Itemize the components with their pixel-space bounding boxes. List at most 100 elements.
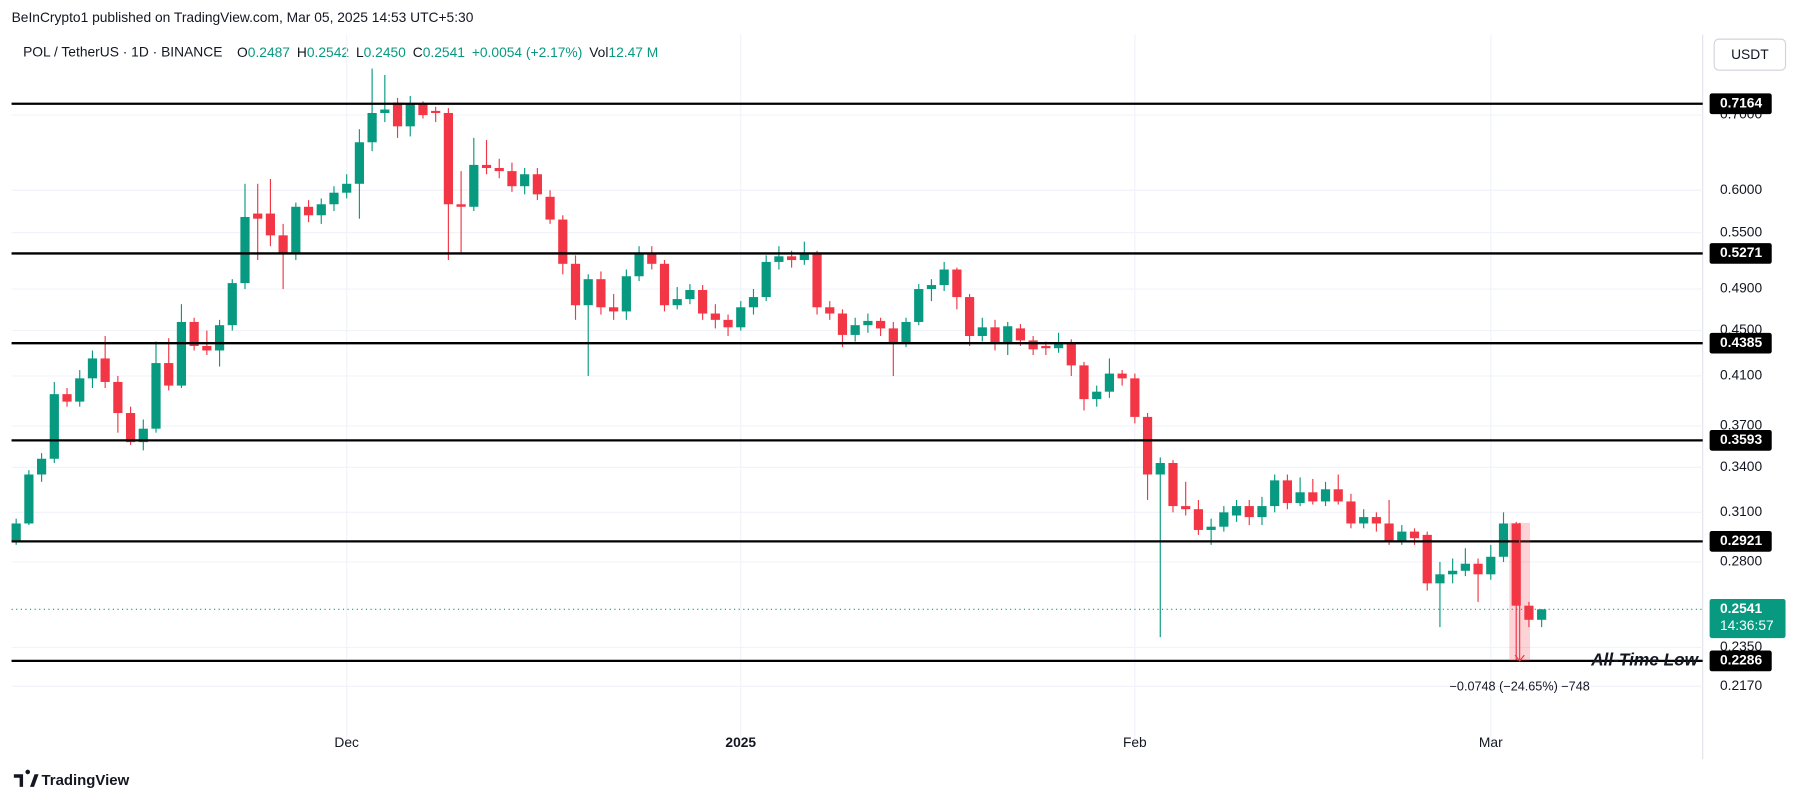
candle-body — [647, 252, 657, 264]
candle-body — [901, 321, 911, 344]
candle-body — [710, 313, 720, 320]
candle-body — [1333, 489, 1343, 502]
candle-body — [456, 204, 466, 207]
candle-body — [49, 394, 59, 459]
level-label: 0.7164 — [1720, 95, 1763, 110]
currency-box[interactable] — [1713, 38, 1787, 71]
candle-body — [863, 320, 873, 326]
y-tick-label: 0.4900 — [1720, 281, 1763, 296]
candle-body — [1295, 492, 1305, 503]
candle-body — [723, 319, 733, 328]
candle-body — [1320, 489, 1331, 502]
legend-value: 0.2541 — [423, 45, 465, 60]
currency: USDT — [1731, 47, 1769, 62]
candle-body — [1104, 373, 1115, 392]
legend-key: H — [297, 45, 307, 60]
candle-body — [164, 363, 174, 386]
legend-key: L — [356, 45, 364, 60]
candle-body — [787, 256, 797, 261]
candle-body — [1206, 526, 1216, 530]
legend-value: 0.2542 — [307, 45, 349, 60]
candle-body — [1486, 556, 1496, 575]
y-tick-label: 0.4100 — [1720, 368, 1763, 383]
level-label: 0.2286 — [1720, 653, 1763, 668]
current-price-box — [1709, 598, 1786, 639]
candle-body — [1219, 512, 1229, 527]
publisher-line: BeInCrypto1 published on TradingView.com… — [12, 10, 474, 25]
candle-body — [494, 168, 504, 172]
candle-body — [1155, 462, 1165, 475]
candle-body — [507, 171, 517, 187]
candle-body — [75, 378, 85, 402]
candle-body — [1524, 605, 1534, 620]
level-box — [1709, 429, 1772, 451]
level-label: 0.4385 — [1720, 335, 1763, 350]
candle-body — [342, 183, 352, 193]
candle-body — [1231, 506, 1242, 516]
candle-body — [799, 254, 809, 261]
legend-key: C — [413, 45, 423, 60]
legend-key: Vol — [589, 45, 608, 60]
candle-body — [812, 254, 822, 308]
candle-body — [609, 307, 619, 312]
x-tick-label: Feb — [1123, 735, 1147, 750]
candle-body — [202, 345, 212, 351]
candle-body — [952, 269, 962, 298]
y-tick-label: 0.2350 — [1720, 639, 1763, 654]
candle-body — [634, 252, 644, 277]
candle-body — [36, 458, 47, 475]
candle-body — [1460, 563, 1470, 571]
level-box — [1709, 650, 1772, 672]
candle-body — [443, 112, 453, 205]
candle-body — [240, 216, 250, 284]
legend-key: O — [237, 45, 248, 60]
candle-body — [1015, 328, 1026, 341]
candle-body — [1066, 343, 1076, 366]
candle-body — [736, 307, 746, 328]
candle-body — [1282, 480, 1292, 503]
candle-body — [914, 289, 924, 322]
level-box — [1709, 243, 1772, 264]
x-tick-label: 2025 — [725, 735, 756, 750]
y-tick-label: 0.3700 — [1720, 418, 1763, 433]
ohlc-legend: O0.2487 H0.2542 L0.2450 C0.2541 +0.0054 (+2.… — [237, 45, 658, 60]
candle-body — [570, 263, 581, 306]
candle-body — [977, 327, 987, 337]
legend-value: +0.0054 (+2.17%) — [472, 45, 582, 60]
candle-body — [926, 285, 937, 290]
candle-body — [1473, 563, 1483, 575]
candle-body — [431, 110, 441, 113]
candle-body — [138, 428, 148, 443]
candle-body — [1117, 373, 1127, 379]
level-box — [1709, 93, 1772, 115]
candle-body — [1359, 517, 1369, 524]
candle-body — [278, 235, 288, 254]
candle-body — [469, 164, 479, 207]
candle-body — [685, 290, 695, 300]
candle-body — [774, 256, 784, 262]
candle-body — [11, 523, 21, 542]
candle-body — [1041, 345, 1051, 349]
candle-body — [265, 213, 276, 236]
candle-body — [418, 104, 428, 116]
level-label: 0.3593 — [1720, 432, 1763, 447]
level-label: 0.2921 — [1720, 533, 1763, 548]
candle-body — [1409, 531, 1420, 539]
candle-body — [253, 213, 263, 219]
legend-value: 0.2450 — [364, 45, 407, 60]
candle-body — [1003, 326, 1013, 344]
candle-body — [1079, 365, 1089, 400]
candle-body — [545, 196, 555, 220]
candle-body — [125, 413, 136, 443]
level-annotation: All-Time Low — [1590, 649, 1700, 669]
brand-logo — [13, 769, 39, 787]
measure-arrowhead — [1514, 654, 1525, 662]
candle-body — [621, 276, 631, 312]
candle-body — [558, 219, 568, 264]
legend-value: 12.47 M — [608, 45, 658, 60]
candle-body — [1384, 523, 1394, 542]
candle-body — [888, 328, 898, 344]
candle-body — [405, 104, 415, 127]
candle-body — [1422, 534, 1432, 584]
